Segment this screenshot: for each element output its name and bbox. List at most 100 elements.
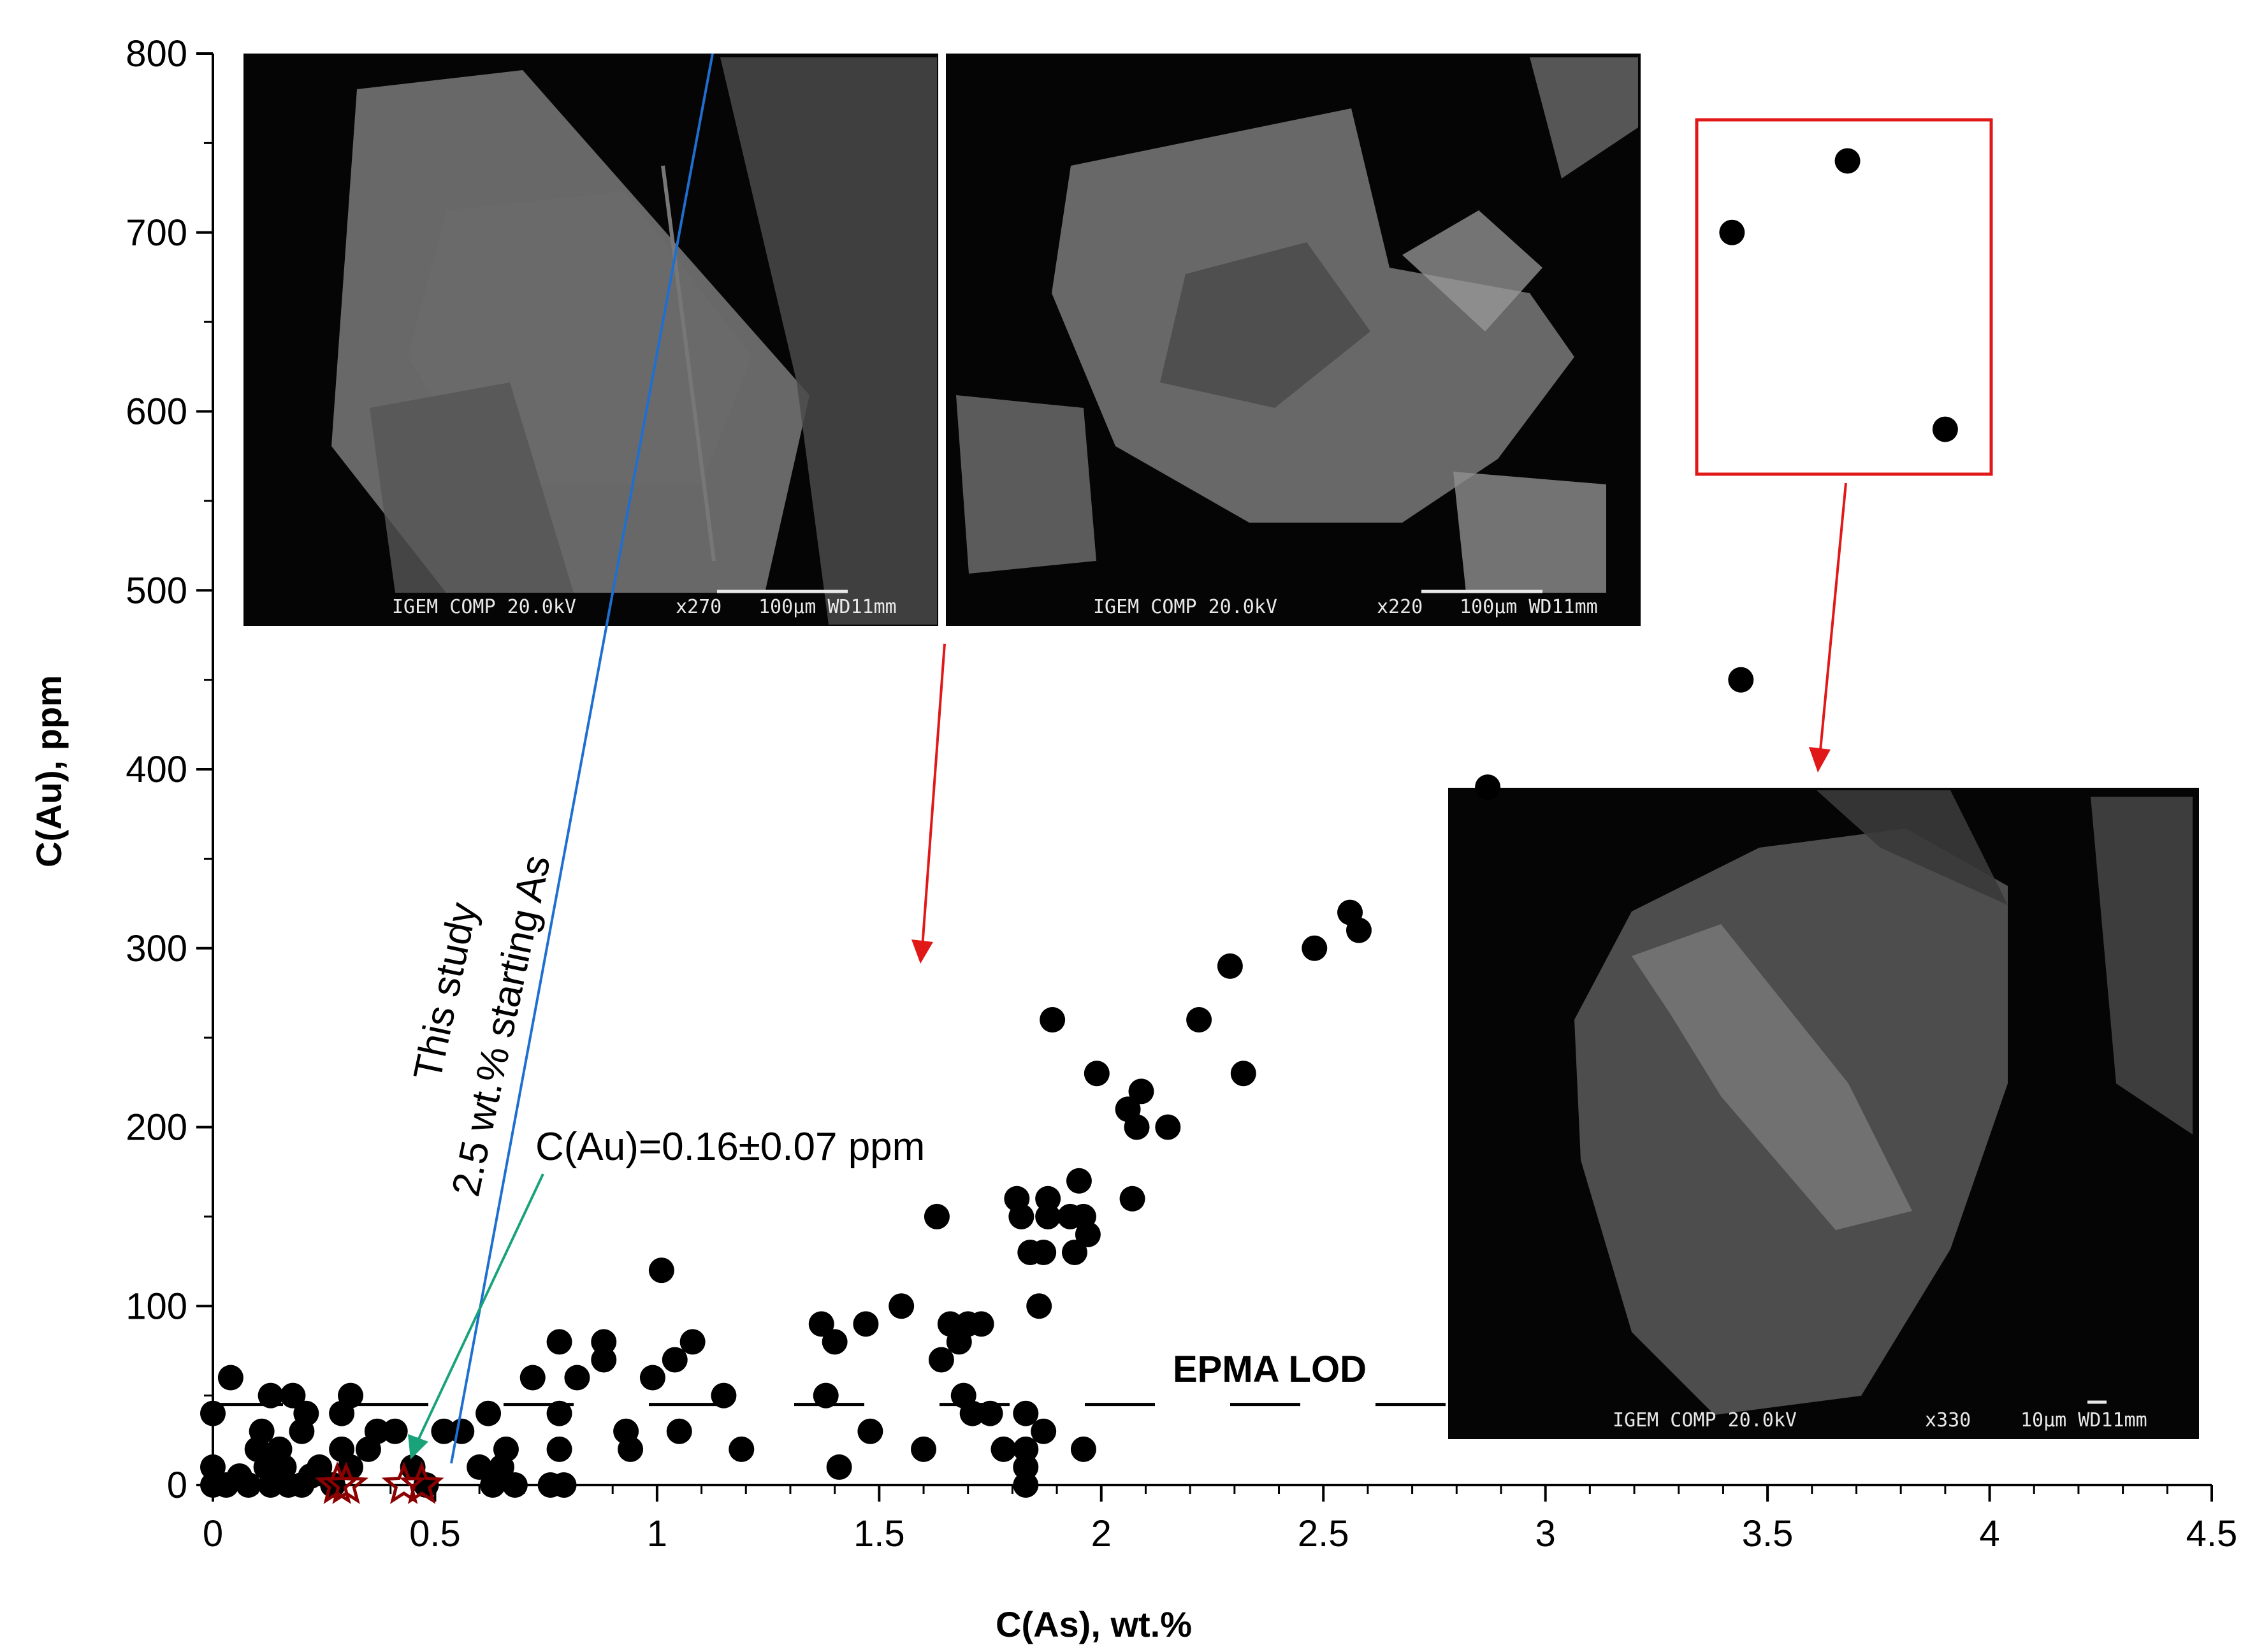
data-point: [679, 1329, 706, 1355]
data-point: [431, 1418, 457, 1444]
data-point: [928, 1347, 954, 1373]
data-point: [449, 1418, 475, 1444]
data-point: [1346, 917, 1372, 943]
data-point: [950, 1382, 976, 1409]
y-tick-label: 300: [126, 928, 187, 969]
study-star-point: [323, 1461, 369, 1504]
data-point: [1061, 1240, 1087, 1266]
x-tick-label: 1: [647, 1513, 667, 1554]
y-tick-label: 100: [126, 1286, 187, 1327]
sem-image-2: IGEM COMP 20.0kV x220 100μm WD11mm: [946, 54, 1641, 626]
data-point: [1026, 1293, 1052, 1319]
data-point: [551, 1472, 577, 1498]
sem1-caption-mag: x270: [676, 596, 722, 618]
data-point: [382, 1418, 408, 1444]
data-point: [258, 1382, 284, 1409]
data-point: [1035, 1185, 1061, 1212]
data-point: [546, 1329, 572, 1355]
data-point: [1124, 1114, 1150, 1140]
data-point: [493, 1436, 519, 1462]
data-point: [467, 1454, 493, 1480]
data-point: [1040, 1007, 1066, 1033]
data-point: [546, 1400, 572, 1426]
data-point: [1475, 774, 1501, 801]
data-point: [1128, 1078, 1154, 1105]
sem3-caption-left: IGEM COMP 20.0kV: [1613, 1409, 1797, 1431]
x-tick-label: 0: [203, 1513, 223, 1554]
data-point: [1119, 1185, 1145, 1212]
data-point: [1070, 1436, 1096, 1462]
data-point: [293, 1400, 319, 1426]
x-tick-label: 0.5: [409, 1513, 461, 1554]
sem1-caption-scale: 100μm WD11mm: [758, 596, 897, 618]
data-point: [618, 1436, 644, 1462]
data-point: [968, 1311, 994, 1337]
sem3-caption-scale: 10μm WD11mm: [2021, 1409, 2147, 1431]
data-point: [813, 1382, 839, 1409]
data-point: [289, 1472, 315, 1498]
data-point: [1031, 1240, 1057, 1266]
data-point: [1155, 1114, 1181, 1140]
data-point: [1013, 1436, 1039, 1462]
data-point: [200, 1454, 226, 1480]
data-point: [235, 1472, 261, 1498]
data-point: [519, 1365, 546, 1391]
red-arrow-head-2: [1809, 747, 1831, 772]
green-arrow-line: [414, 1173, 544, 1446]
data-point: [889, 1293, 915, 1319]
data-point: [1834, 148, 1861, 174]
data-point: [338, 1382, 364, 1409]
data-point: [502, 1472, 528, 1498]
data-point: [924, 1203, 950, 1229]
x-tick-label: 1.5: [853, 1513, 905, 1554]
data-point: [591, 1329, 617, 1355]
sem2-caption-left: IGEM COMP 20.0kV: [1093, 596, 1277, 618]
annotation-arrows: [408, 53, 1847, 1464]
data-point: [639, 1365, 665, 1391]
x-tick-label: 2: [1091, 1513, 1112, 1554]
x-tick-label: 4: [1979, 1513, 1999, 1554]
y-tick-label: 200: [126, 1107, 187, 1148]
data-point: [822, 1329, 848, 1355]
data-point: [307, 1454, 333, 1480]
x-tick-label: 2.5: [1298, 1513, 1349, 1554]
sem-image-1: IGEM COMP 20.0kV x270 100μm WD11mm: [243, 54, 938, 626]
data-point: [1066, 1168, 1092, 1194]
sem2-caption-scale: 100μm WD11mm: [1460, 596, 1598, 618]
sem2-caption-mag: x220: [1377, 596, 1423, 618]
data-point: [662, 1347, 688, 1373]
mean-value-label: C(Au)=0.16±0.07 ppm: [535, 1125, 925, 1169]
y-tick-label: 400: [126, 749, 187, 790]
data-point: [1186, 1007, 1212, 1033]
data-point: [475, 1400, 502, 1426]
data-point: [564, 1365, 590, 1391]
epma-lod-label: EPMA LOD: [1173, 1349, 1367, 1390]
sem-image-3: IGEM COMP 20.0kV x330 10μm WD11mm: [1448, 788, 2199, 1439]
data-point: [666, 1418, 692, 1444]
zoom-box-points: [1719, 148, 1958, 442]
data-point: [1013, 1454, 1039, 1480]
data-point: [1008, 1203, 1034, 1229]
data-point: [648, 1257, 674, 1284]
data-point: [217, 1365, 243, 1391]
red-arrow-line-2: [1818, 482, 1847, 764]
data-point: [729, 1436, 755, 1462]
data-point: [364, 1418, 390, 1444]
blue-arrow-line: [450, 53, 714, 1464]
this-study-stars: [315, 1461, 444, 1504]
x-tick-label: 3: [1535, 1513, 1556, 1554]
red-arrow-head-1: [911, 939, 933, 964]
data-point: [991, 1436, 1017, 1462]
data-point: [280, 1382, 306, 1409]
data-point: [1031, 1418, 1057, 1444]
green-arrow-head: [408, 1434, 428, 1460]
y-tick-label: 700: [126, 212, 187, 254]
data-point: [1932, 416, 1958, 442]
data-point: [1035, 1203, 1061, 1229]
data-point: [1075, 1221, 1101, 1247]
y-axis-title: C(Au), ppm: [29, 675, 69, 867]
data-point: [808, 1311, 834, 1337]
y-tick-label: 600: [126, 391, 187, 433]
data-point: [249, 1418, 275, 1444]
